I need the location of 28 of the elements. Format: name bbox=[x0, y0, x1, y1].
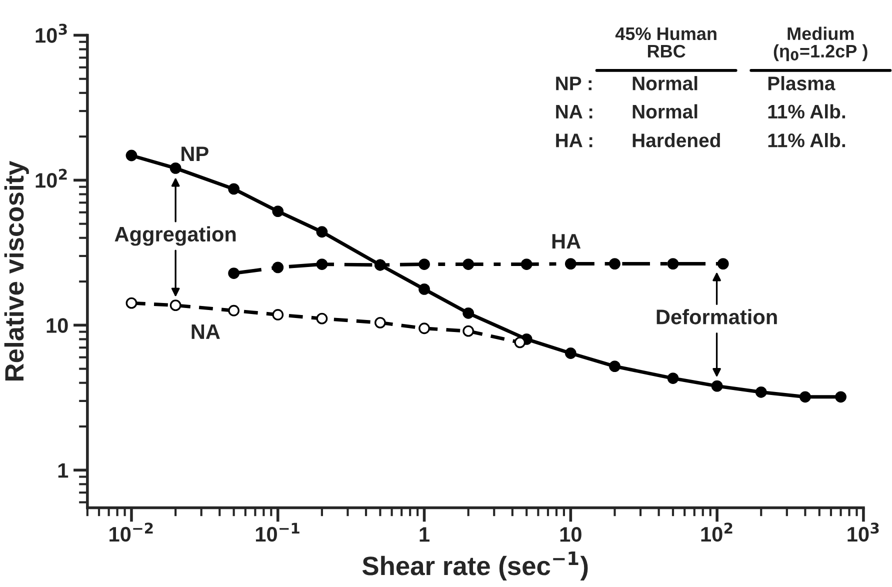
series-label: NP bbox=[182, 146, 208, 162]
y-tick-label: 1 bbox=[58, 463, 68, 478]
annotation: Hardened bbox=[632, 132, 720, 148]
x-tick-label: 10$^{−1}$ bbox=[256, 522, 300, 542]
series-label: NA bbox=[192, 324, 220, 339]
x-tick-label: 10 bbox=[560, 527, 582, 542]
annotation: Normal bbox=[632, 76, 698, 90]
y-axis-title: Relative viscosity bbox=[4, 160, 29, 380]
annotation: Deformation bbox=[656, 309, 777, 324]
annotation: NP : bbox=[556, 76, 592, 90]
x-tick-label: 1 bbox=[420, 527, 430, 542]
annotation: Plasma bbox=[768, 76, 836, 90]
series-label: HA bbox=[552, 234, 581, 248]
annotation: 11% Alb. bbox=[768, 132, 846, 148]
y-tick-label: 10$^{2}$ bbox=[36, 168, 67, 188]
x-tick-label: 10$^{3}$ bbox=[848, 522, 879, 542]
x-axis-title: Shear rate (sec$^{−1}$) bbox=[362, 551, 588, 581]
x-tick-label: 10$^{2}$ bbox=[701, 522, 732, 542]
annotation: 45% Human RBC bbox=[615, 27, 716, 58]
y-tick-label: 10$^{3}$ bbox=[36, 24, 67, 43]
annotation: Normal bbox=[632, 104, 698, 119]
y-tick-label: 10 bbox=[46, 318, 68, 333]
annotation: NA : bbox=[556, 104, 592, 118]
x-tick-label: 10$^{−2}$ bbox=[110, 522, 153, 542]
annotation: HA : bbox=[556, 134, 592, 148]
annotation: Aggregation bbox=[114, 226, 236, 246]
annotation: Medium (η$_{0}$=1.2cP ) bbox=[774, 26, 868, 62]
annotation: 11% Alb. bbox=[768, 104, 846, 119]
